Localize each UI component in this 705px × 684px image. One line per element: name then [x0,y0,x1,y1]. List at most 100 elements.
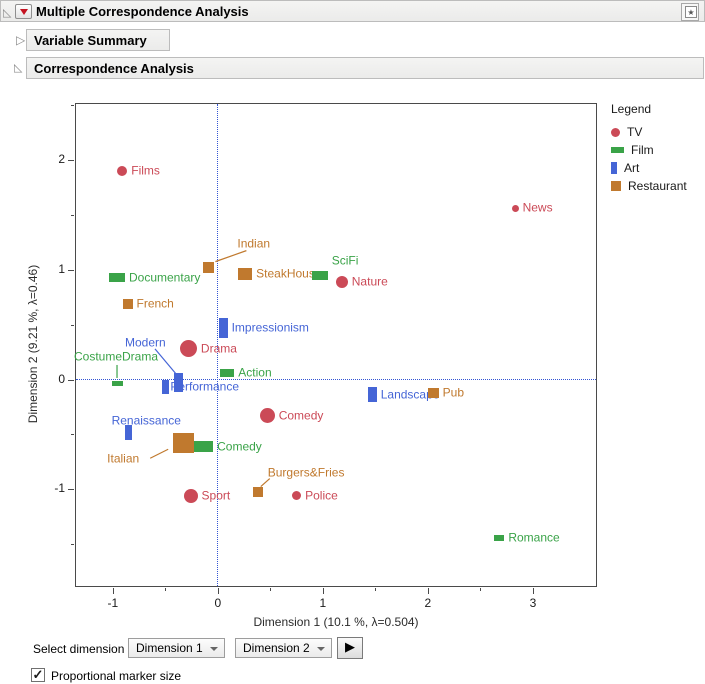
x-tick-label: 1 [319,596,327,610]
dimension-1-dropdown[interactable]: Dimension 1 [128,638,225,658]
x-minor-tick [165,588,167,591]
outline-header-correspondence-analysis[interactable]: Correspondence Analysis [26,57,704,79]
marker-drama[interactable] [179,340,197,358]
x-tick [427,588,429,594]
data-point-label: Italian [107,451,140,466]
circle-swatch-icon [611,127,620,137]
outline-header-variable-summary[interactable]: Variable Summary [26,29,170,51]
marker-italian[interactable] [172,433,194,454]
x-tick [532,588,534,594]
reference-line-x0 [216,104,218,586]
marker-renaissance[interactable] [125,424,133,440]
data-point-label: Police [305,488,338,503]
select-dimension-label: Select dimension [33,642,125,656]
marker-steakhouse[interactable] [238,268,253,281]
chevron-down-icon [317,647,325,651]
marker-modern[interactable] [174,373,184,393]
legend-title: Legend [611,102,652,116]
marker-french[interactable] [122,298,133,309]
plot-canvas[interactable] [75,103,597,587]
data-point-label: Pub [442,385,464,400]
legend-item-film[interactable]: Film [611,141,705,159]
data-point-label: News [522,201,553,216]
marker-burgers-fries[interactable] [252,486,263,497]
marker-police[interactable] [292,491,302,501]
proportional-marker-size-checkbox[interactable]: ✓ [31,667,45,682]
legend-item-tv[interactable]: TV [611,123,705,141]
x-minor-tick [375,588,377,591]
y-tick-label: 2 [58,152,65,167]
x-tick-label: 3 [529,596,537,610]
outline-header-mca[interactable]: ◺ Multiple Correspondence Analysis ★ [0,0,705,22]
data-point-label: French [136,296,174,311]
legend-label: Restaurant [628,179,687,193]
y-minor-tick [71,105,74,107]
data-point-label: Performance [170,379,240,394]
marker-pub[interactable] [427,387,439,398]
legend-item-art[interactable]: Art [611,159,705,177]
vbar-swatch-icon [611,162,617,174]
section-title-variable-summary: Variable Summary [34,33,147,48]
disclosure-closed-icon[interactable]: ▷ [16,33,26,47]
marker-documentary[interactable] [109,273,125,282]
y-tick [68,269,74,271]
y-minor-tick [71,544,74,546]
data-point-label: Sport [201,488,231,503]
data-point-label: Nature [351,274,388,289]
disclosure-open-icon[interactable]: ◺ [14,61,23,74]
x-minor-tick [480,588,482,591]
marker-indian[interactable] [202,262,214,274]
data-point-label: Romance [508,530,560,545]
y-axis-title: Dimension 2 (9.21 %, λ=0.46) [26,264,40,424]
marker-landscape[interactable] [367,387,377,403]
star-icon: ★ [685,6,697,18]
data-point-label: Documentary [129,270,201,285]
disclosure-open-icon[interactable]: ◺ [3,6,12,19]
chevron-down-icon [210,647,218,651]
x-tick [112,588,114,594]
data-point-label: CostumeDrama [74,349,159,364]
marker-comedy[interactable] [193,441,214,453]
x-tick-label: -1 [107,596,119,610]
marker-films[interactable] [117,166,128,177]
data-point-label: Impressionism [231,320,309,335]
data-point-label: Comedy [217,439,262,454]
y-tick-label: 1 [58,261,65,276]
x-tick-label: 0 [214,596,222,610]
marker-performance[interactable] [161,380,169,395]
data-point-label: Indian [237,236,271,251]
legend-label: Art [624,161,640,175]
y-tick-label: -1 [54,481,65,496]
marker-sport[interactable] [183,488,198,503]
marker-nature[interactable] [335,275,348,288]
y-tick-label: 0 [58,371,65,386]
dimension-2-dropdown[interactable]: Dimension 2 [235,638,332,658]
marker-impressionism[interactable] [218,317,228,338]
data-point-label: Films [131,163,160,178]
red-triangle-icon [19,8,28,15]
marker-scifi[interactable] [311,270,328,280]
y-minor-tick [71,324,74,326]
x-tick-label: 2 [424,596,432,610]
x-tick [322,588,324,594]
next-dimension-button[interactable]: ▶ [337,637,363,659]
marker-action[interactable] [220,368,235,377]
data-point-label: Burgers&Fries [267,465,345,480]
marker-costumedrama[interactable] [111,381,123,387]
marker-romance[interactable] [494,534,505,541]
x-minor-tick [270,588,272,591]
hbar-swatch-icon [611,147,624,153]
legend-label: TV [627,125,643,139]
play-arrow-icon: ▶ [345,640,355,655]
marker-comedy[interactable] [259,408,275,424]
x-tick [217,588,219,594]
bookmark-button[interactable]: ★ [681,3,699,21]
marker-news[interactable] [511,204,519,212]
legend-item-restaurant[interactable]: Restaurant [611,177,705,195]
y-tick [68,160,74,162]
report-title: Multiple Correspondence Analysis [36,4,249,19]
red-triangle-menu-button[interactable] [15,4,32,19]
data-point-label: SteakHouse [256,266,322,281]
